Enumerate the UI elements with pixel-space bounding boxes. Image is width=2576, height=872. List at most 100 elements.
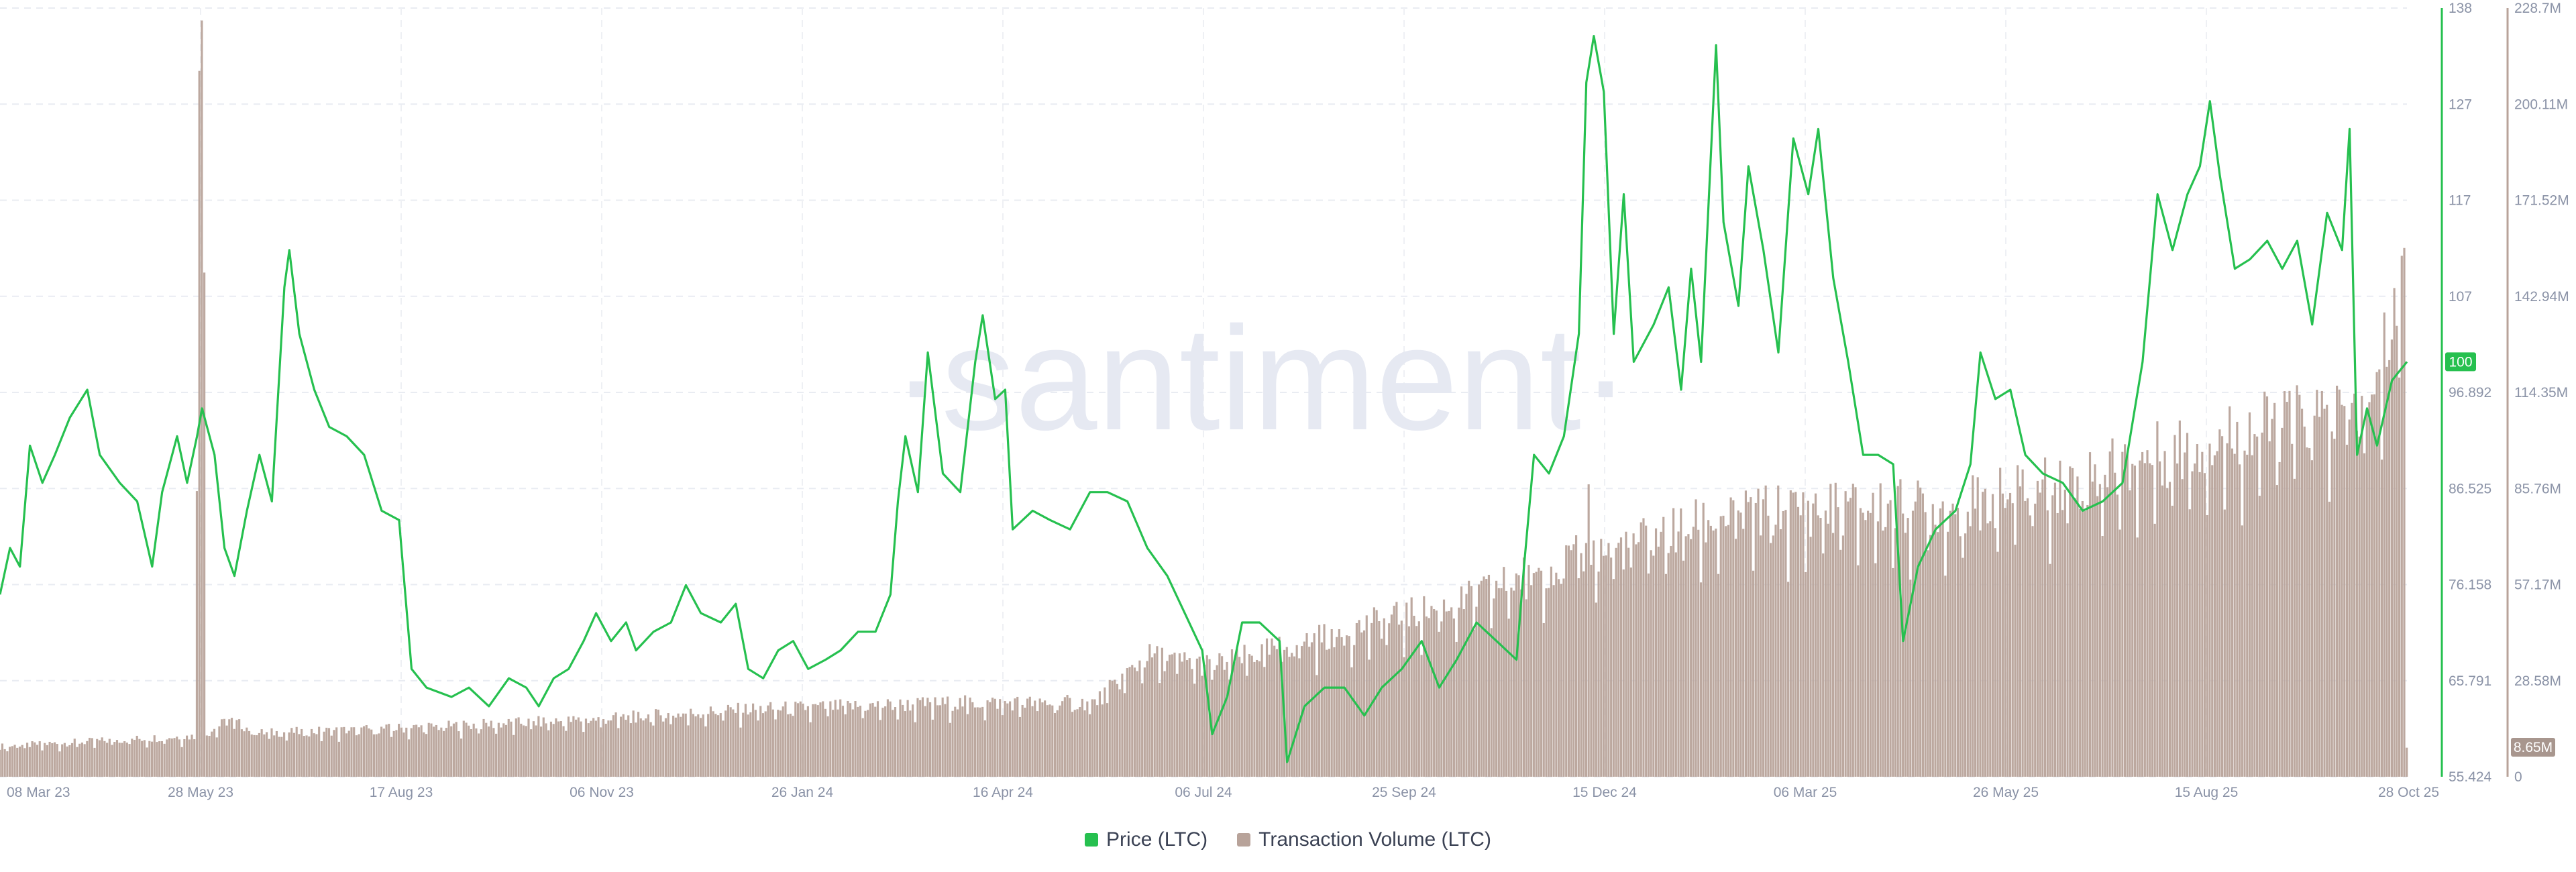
volume-bar bbox=[1949, 510, 1951, 777]
volume-bar bbox=[1969, 526, 1972, 777]
volume-bar bbox=[425, 734, 428, 777]
volume-bar bbox=[2129, 490, 2131, 777]
volume-bar bbox=[205, 735, 208, 777]
volume-bar bbox=[347, 730, 350, 777]
volume-bar bbox=[160, 741, 163, 777]
volume-bar bbox=[1181, 661, 1183, 777]
volume-bar bbox=[802, 703, 804, 777]
volume-bar bbox=[2296, 385, 2298, 777]
volume-bar bbox=[193, 739, 196, 777]
volume-bar bbox=[1764, 485, 1767, 777]
volume-bar bbox=[295, 726, 298, 777]
volume-bar bbox=[647, 714, 650, 777]
volume-bar bbox=[1106, 703, 1109, 777]
volume-bar bbox=[323, 731, 325, 777]
volume-bar bbox=[2024, 500, 2027, 777]
volume-bar bbox=[513, 734, 515, 777]
volume-bar bbox=[1238, 657, 1241, 777]
volume-bar bbox=[36, 745, 39, 777]
volume-bar bbox=[168, 738, 171, 777]
volume-bar bbox=[1742, 529, 1745, 777]
volume-bar bbox=[617, 728, 620, 777]
volume-bar bbox=[1438, 631, 1440, 777]
volume-bar bbox=[1951, 503, 1954, 777]
volume-bar bbox=[1552, 585, 1555, 777]
legend-item-volume[interactable]: Transaction Volume (LTC) bbox=[1237, 828, 1491, 851]
volume-bar bbox=[2328, 501, 2331, 777]
volume-bar bbox=[1360, 632, 1363, 777]
volume-bar bbox=[2196, 444, 2198, 777]
volume-bar bbox=[495, 733, 498, 777]
volume-bar bbox=[1178, 653, 1181, 777]
volume-bar bbox=[742, 712, 745, 777]
volume-bar bbox=[1817, 515, 1819, 777]
volume-bar bbox=[1680, 508, 1682, 777]
volume-bar bbox=[156, 742, 158, 777]
volume-bar bbox=[1605, 555, 1607, 777]
volume-bar bbox=[549, 721, 553, 777]
volume-bar bbox=[452, 723, 455, 777]
volume-bar bbox=[1410, 597, 1413, 777]
volume-bar bbox=[353, 727, 356, 777]
volume-bar bbox=[812, 704, 814, 777]
volume-bar bbox=[2096, 496, 2099, 777]
volume-bar bbox=[2316, 390, 2318, 777]
volume-bar bbox=[1393, 606, 1395, 777]
volume-bar bbox=[612, 715, 614, 777]
volume-bar bbox=[796, 703, 800, 777]
volume-bar bbox=[1131, 665, 1134, 777]
volume-bar bbox=[1619, 537, 1623, 777]
volume-bar bbox=[2318, 417, 2321, 777]
volume-bar bbox=[1468, 580, 1470, 777]
volume-bar bbox=[1345, 635, 1348, 777]
volume-bar bbox=[166, 739, 168, 777]
volume-bar bbox=[1904, 533, 1907, 777]
volume-bar bbox=[1223, 669, 1226, 777]
legend-item-price[interactable]: Price (LTC) bbox=[1085, 828, 1208, 851]
volume-bar bbox=[2046, 510, 2049, 777]
volume-bar bbox=[2310, 460, 2314, 777]
volume-bar bbox=[11, 746, 13, 777]
volume-bar bbox=[752, 703, 755, 777]
volume-bar bbox=[1557, 579, 1560, 777]
volume-bar bbox=[692, 714, 694, 777]
volume-bar bbox=[1939, 508, 1942, 777]
volume-bar bbox=[2014, 545, 2017, 777]
volume-bar bbox=[734, 712, 737, 777]
volume-bar bbox=[41, 750, 44, 777]
volume-bar bbox=[964, 695, 967, 777]
volume-bar bbox=[1049, 704, 1051, 777]
volume-bar bbox=[2006, 499, 2009, 777]
volume-bar bbox=[1121, 673, 1124, 777]
volume-bar bbox=[2353, 393, 2356, 777]
volume-bar bbox=[70, 743, 74, 777]
volume-bar bbox=[1545, 588, 1548, 777]
volume-bar bbox=[246, 727, 248, 777]
volume-bar bbox=[93, 747, 96, 777]
volume-bar bbox=[2351, 402, 2353, 777]
volume-bar bbox=[672, 715, 675, 777]
x-tick-label: 15 Aug 25 bbox=[2175, 785, 2239, 800]
volume-bar bbox=[949, 722, 951, 777]
legend-swatch-price bbox=[1085, 833, 1099, 847]
volume-bar bbox=[1350, 667, 1353, 777]
volume-bar bbox=[2268, 441, 2271, 777]
volume-bar bbox=[2239, 464, 2241, 777]
volume-bar bbox=[2186, 433, 2189, 777]
volume-bar bbox=[1066, 695, 1069, 777]
volume-bar bbox=[1465, 594, 1468, 777]
volume-bar bbox=[2029, 515, 2031, 777]
volume-bar bbox=[1909, 580, 1912, 777]
volume-bar bbox=[869, 703, 871, 777]
volume-bar bbox=[1577, 578, 1580, 777]
volume-bar bbox=[3, 749, 6, 777]
volume-bar bbox=[2111, 438, 2114, 777]
volume-bar bbox=[2171, 505, 2174, 777]
x-tick-label: 28 Oct 25 bbox=[2378, 785, 2439, 800]
volume-bar bbox=[378, 733, 380, 777]
volume-bar bbox=[1515, 573, 1517, 777]
volume-bar bbox=[225, 725, 228, 777]
price-line bbox=[0, 34, 2408, 763]
volume-bar bbox=[128, 744, 131, 777]
volume-bar bbox=[510, 721, 513, 777]
